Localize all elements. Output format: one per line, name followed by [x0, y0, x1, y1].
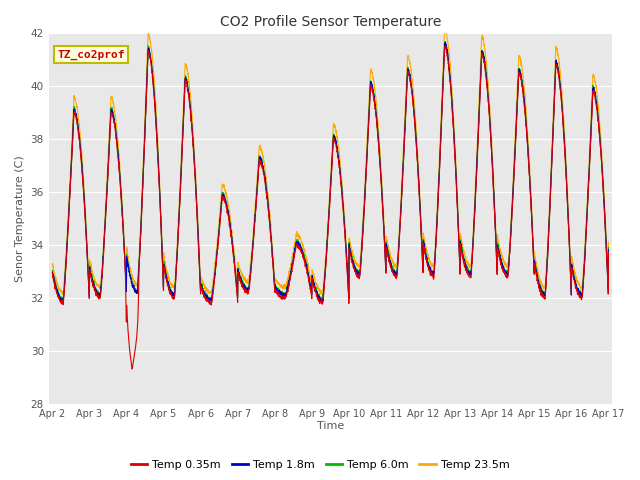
- Line: Temp 1.8m: Temp 1.8m: [52, 43, 609, 302]
- Temp 1.8m: [397, 217, 404, 223]
- Temp 23.5m: [554, 48, 561, 53]
- Temp 6.0m: [262, 176, 269, 181]
- Y-axis label: Senor Temperature (C): Senor Temperature (C): [15, 155, 25, 282]
- Temp 0.35m: [129, 366, 136, 372]
- Temp 0.35m: [551, 93, 559, 98]
- Temp 23.5m: [397, 207, 404, 213]
- Temp 6.0m: [49, 268, 56, 274]
- Temp 1.8m: [554, 61, 561, 67]
- Temp 1.8m: [317, 300, 325, 305]
- Temp 1.8m: [575, 290, 583, 296]
- Temp 6.0m: [115, 159, 123, 165]
- Temp 1.8m: [115, 160, 123, 166]
- Temp 6.0m: [554, 60, 561, 66]
- Line: Temp 0.35m: Temp 0.35m: [52, 46, 609, 369]
- Temp 6.0m: [397, 216, 404, 222]
- Temp 0.35m: [605, 249, 612, 255]
- Temp 6.0m: [551, 89, 559, 95]
- Temp 23.5m: [442, 25, 449, 31]
- Temp 23.5m: [115, 151, 123, 157]
- Line: Temp 6.0m: Temp 6.0m: [52, 41, 609, 302]
- Legend: Temp 0.35m, Temp 1.8m, Temp 6.0m, Temp 23.5m: Temp 0.35m, Temp 1.8m, Temp 6.0m, Temp 2…: [126, 456, 514, 474]
- Title: CO2 Profile Sensor Temperature: CO2 Profile Sensor Temperature: [220, 15, 441, 29]
- Temp 23.5m: [551, 76, 559, 82]
- Temp 6.0m: [441, 38, 449, 44]
- Temp 23.5m: [49, 262, 56, 267]
- Temp 0.35m: [441, 43, 449, 49]
- Temp 6.0m: [605, 245, 612, 251]
- Temp 1.8m: [49, 269, 56, 275]
- Temp 23.5m: [605, 239, 612, 244]
- Temp 6.0m: [575, 288, 583, 294]
- Text: TZ_co2prof: TZ_co2prof: [57, 49, 125, 60]
- Temp 0.35m: [49, 270, 56, 276]
- Temp 0.35m: [115, 163, 123, 168]
- Temp 1.8m: [605, 247, 612, 252]
- Temp 1.8m: [262, 180, 269, 186]
- Temp 23.5m: [262, 169, 269, 175]
- Temp 0.35m: [554, 64, 561, 70]
- Temp 0.35m: [575, 293, 583, 299]
- Line: Temp 23.5m: Temp 23.5m: [52, 28, 609, 294]
- Temp 0.35m: [397, 219, 404, 225]
- X-axis label: Time: Time: [317, 421, 344, 432]
- Temp 1.8m: [442, 40, 449, 46]
- Temp 6.0m: [319, 299, 326, 305]
- Temp 0.35m: [262, 183, 269, 189]
- Temp 1.8m: [551, 91, 559, 96]
- Temp 23.5m: [59, 291, 67, 297]
- Temp 23.5m: [575, 281, 583, 287]
